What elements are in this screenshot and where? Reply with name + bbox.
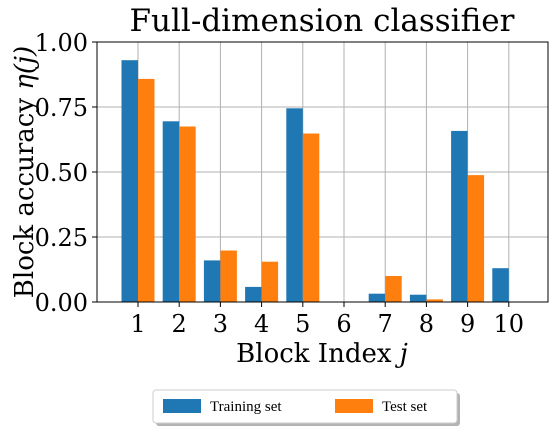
x-tick-label: 2 <box>172 310 187 338</box>
legend-label-test: Test set <box>382 399 428 415</box>
x-tick-label: 8 <box>419 310 434 338</box>
y-axis-label-text: Block accuracy <box>10 90 40 298</box>
bar-training-9 <box>451 130 468 302</box>
x-tick-label: 5 <box>295 310 310 338</box>
x-tick-label: 7 <box>378 310 393 338</box>
bars <box>121 60 509 303</box>
bar-training-4 <box>245 286 262 302</box>
bar-test-9 <box>467 175 485 302</box>
bar-test-3 <box>220 250 237 302</box>
bar-test-2 <box>179 126 196 302</box>
chart-title: Full-dimension classifier <box>130 3 515 39</box>
x-tick-label: 4 <box>254 310 269 338</box>
x-tick-label: 9 <box>460 310 475 338</box>
x-axis-label: Block Index j <box>236 339 408 369</box>
x-tick-label: 3 <box>213 310 228 338</box>
legend: Training set Test set <box>152 389 460 426</box>
bar-test-7 <box>385 276 402 302</box>
bar-training-10 <box>492 268 509 302</box>
y-tick-label: 1.00 <box>35 29 88 57</box>
x-tick-label: 6 <box>336 310 351 338</box>
bar-test-8 <box>426 299 443 302</box>
bar-test-4 <box>261 261 279 302</box>
y-axis-label-variable: η(j) <box>10 46 40 90</box>
bar-test-5 <box>302 133 320 302</box>
y-tick-label: 0.75 <box>35 94 88 122</box>
bar-training-2 <box>162 121 180 302</box>
x-tick-label: 1 <box>130 310 145 338</box>
y-tick-label: 0.00 <box>35 289 88 317</box>
legend-swatch-training <box>163 399 201 413</box>
x-axis-label-text: Block Index <box>236 339 400 369</box>
bar-test-1 <box>138 78 155 302</box>
bar-training-3 <box>203 260 221 302</box>
y-tick-label: 0.25 <box>35 224 88 252</box>
bar-training-8 <box>409 294 427 302</box>
bar-training-7 <box>368 293 386 302</box>
y-axis: 0.00 0.25 0.50 0.75 1.00 <box>35 29 97 317</box>
legend-label-training: Training set <box>210 399 282 415</box>
y-axis-label: Block accuracy η(j) <box>10 46 40 298</box>
y-tick-label: 0.50 <box>35 159 88 187</box>
legend-box <box>152 389 458 424</box>
bar-training-5 <box>286 108 303 302</box>
x-tick-label: 10 <box>494 310 525 338</box>
x-axis: 1 2 3 4 5 6 7 8 9 10 <box>130 302 524 338</box>
bar-training-1 <box>121 60 138 303</box>
legend-swatch-test <box>335 399 373 413</box>
